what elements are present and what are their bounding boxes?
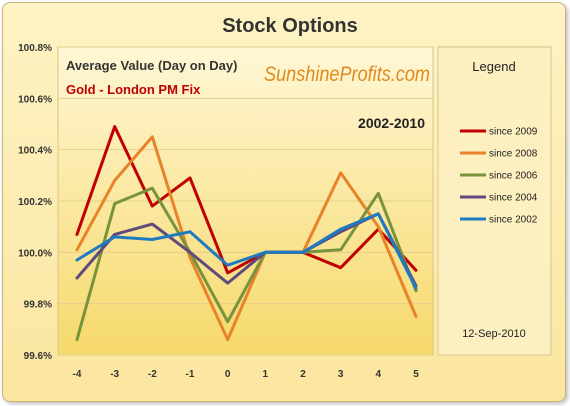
legend: since 2009 since 2008 since 2006 since 2004… xyxy=(460,127,538,226)
y-tick-label: 100.0% xyxy=(18,248,52,259)
chart-subtitle: Average Value (Day on Day) xyxy=(66,58,237,73)
series-line-5 xyxy=(75,212,418,290)
y-tick-label: 99.8% xyxy=(24,300,52,311)
x-tick-label: 0 xyxy=(225,369,231,380)
y-tick-label: 100.2% xyxy=(18,197,52,208)
x-tick-label: 3 xyxy=(338,369,344,380)
legend-label: since 2008 xyxy=(489,149,538,160)
x-axis-tick-labels: -4 -3 -2 -1 0 1 2 3 4 5 xyxy=(73,369,420,380)
legend-panel xyxy=(437,46,552,356)
series-line-2 xyxy=(75,135,418,342)
x-tick-label: -4 xyxy=(73,369,82,380)
series-line-1 xyxy=(75,125,418,275)
legend-label: since 2006 xyxy=(489,171,538,182)
x-tick-label: 5 xyxy=(413,369,419,380)
x-tick-label: 4 xyxy=(376,369,382,380)
legend-title: Legend xyxy=(472,59,515,74)
y-tick-label: 99.6% xyxy=(24,351,52,362)
y-tick-label: 100.4% xyxy=(18,146,52,157)
brand-logo: SunshineProfits.com xyxy=(264,63,430,86)
x-tick-label: -1 xyxy=(186,369,195,380)
series-group-label: Gold - London PM Fix xyxy=(66,82,201,97)
x-tick-label: -3 xyxy=(110,369,119,380)
y-tick-label: 100.8% xyxy=(18,43,52,54)
period-label: 2002-2010 xyxy=(358,115,425,131)
legend-label: since 2002 xyxy=(489,215,538,226)
y-axis-tick-labels: 99.6% 99.8% 100.0% 100.2% 100.4% 100.6% 100.8% xyxy=(18,43,52,362)
x-tick-label: -2 xyxy=(148,369,157,380)
legend-label: since 2009 xyxy=(489,127,538,138)
date-label: 12-Sep-2010 xyxy=(462,328,526,340)
chart-title: Stock Options xyxy=(222,15,358,37)
series-lines xyxy=(75,125,418,342)
x-tick-label: 2 xyxy=(300,369,306,380)
x-tick-label: 1 xyxy=(263,369,269,380)
legend-label: since 2004 xyxy=(489,193,538,204)
gridlines xyxy=(58,46,433,356)
y-tick-label: 100.6% xyxy=(18,94,52,105)
